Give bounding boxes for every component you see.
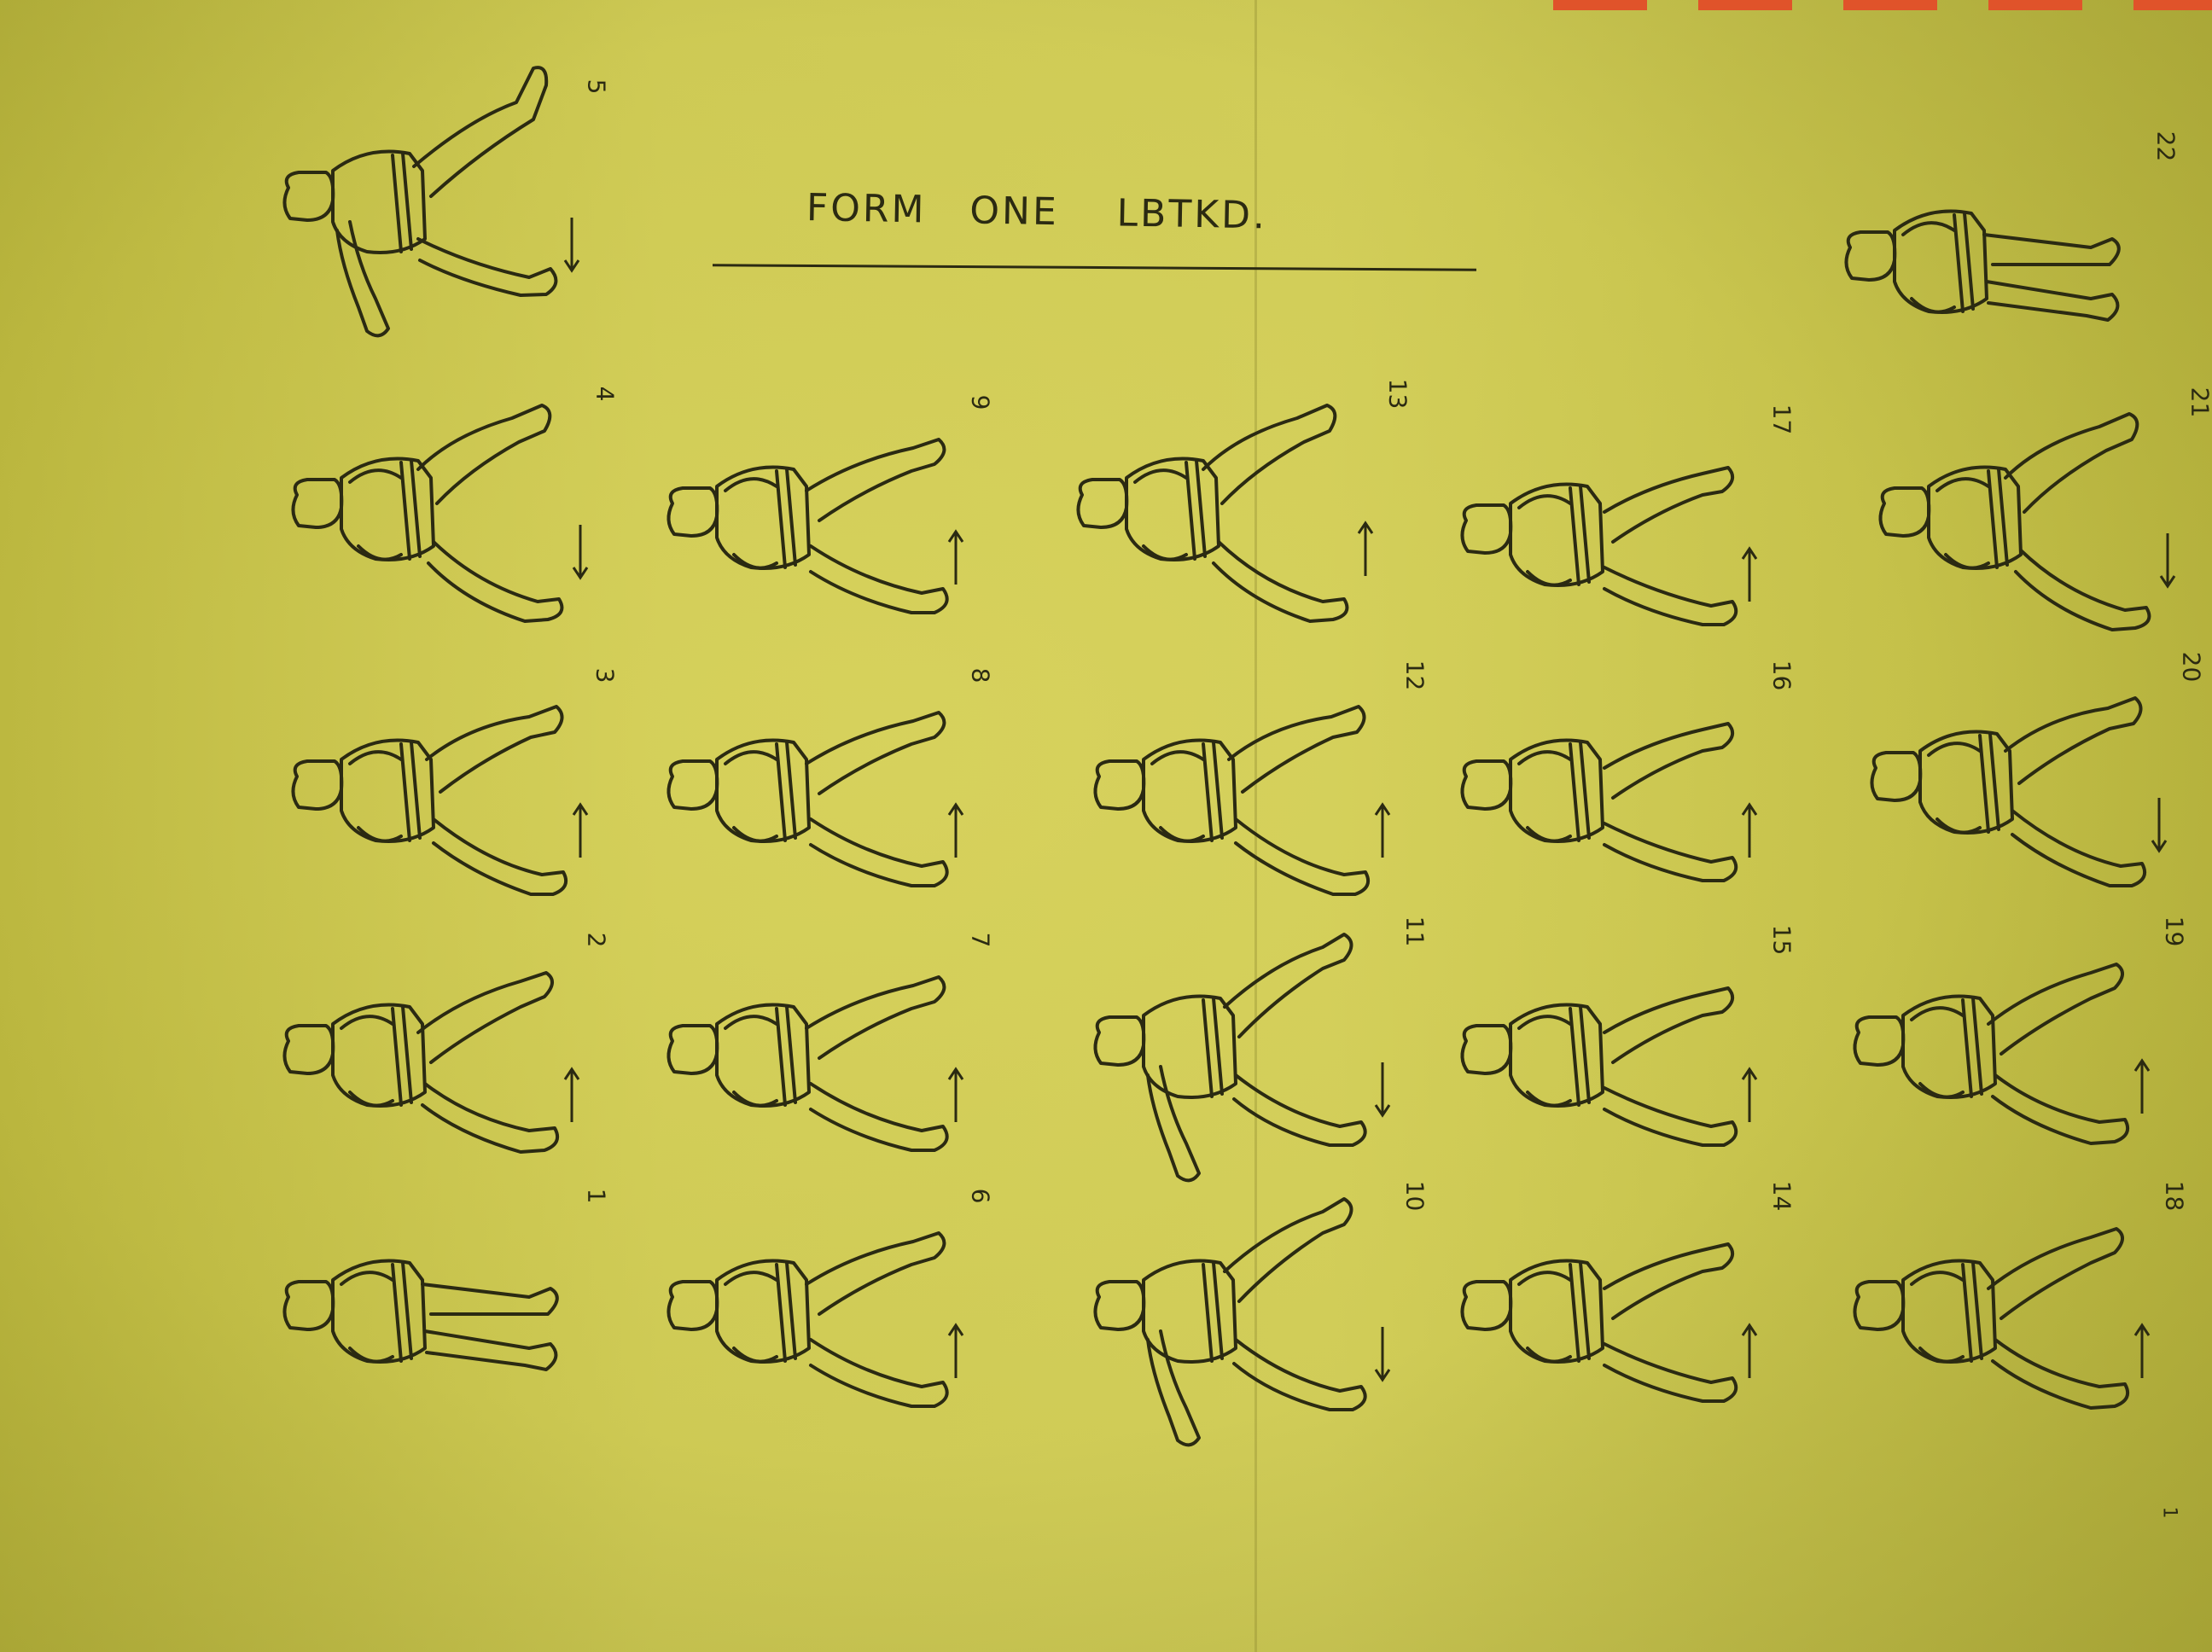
step-9-number: 9 (966, 394, 995, 410)
step-19-number: 19 (2160, 916, 2189, 947)
step-3-figure (282, 683, 589, 905)
step-5-direction-arrow-icon (555, 213, 589, 273)
step-22-number: 22 (2151, 131, 2180, 162)
step-7-direction-arrow-icon (939, 1067, 973, 1126)
step-21-figure (1869, 410, 2176, 631)
step-20-figure (1860, 674, 2168, 896)
step-18-direction-arrow-icon (2125, 1323, 2159, 1382)
step-22-figure (1835, 154, 2142, 375)
step-12-figure (1084, 683, 1391, 905)
step-4-number: 4 (591, 386, 620, 402)
step-13-figure (1067, 401, 1374, 623)
step-11-direction-arrow-icon (1365, 1058, 1400, 1118)
step-14-figure (1451, 1203, 1758, 1425)
step-16-figure (1451, 683, 1758, 905)
step-11-number: 11 (1400, 916, 1429, 947)
step-10-number: 10 (1400, 1180, 1429, 1212)
step-17-direction-arrow-icon (1732, 546, 1767, 606)
step-15-direction-arrow-icon (1732, 1067, 1767, 1126)
step-6-direction-arrow-icon (939, 1323, 973, 1382)
step-2-number: 2 (582, 932, 611, 948)
step-3-direction-arrow-icon (563, 802, 597, 862)
step-8-figure (657, 683, 964, 905)
step-20-number: 20 (2177, 651, 2206, 683)
step-15-figure (1451, 947, 1758, 1169)
step-3-number: 3 (591, 667, 620, 683)
page-number: 1 (2158, 1506, 2180, 1519)
step-4-direction-arrow-icon (563, 521, 597, 580)
step-10-direction-arrow-icon (1365, 1323, 1400, 1382)
orange-tape-4 (1988, 0, 2082, 10)
step-7-figure (657, 947, 964, 1169)
step-2-direction-arrow-icon (555, 1067, 589, 1126)
step-4-figure (282, 401, 589, 623)
step-15-number: 15 (1767, 924, 1796, 956)
step-13-number: 13 (1383, 378, 1412, 410)
step-17-number: 17 (1767, 404, 1796, 435)
step-18-figure (1843, 1203, 2151, 1425)
step-1-figure (273, 1203, 580, 1425)
orange-tape-2 (1698, 0, 1792, 10)
step-9-figure (657, 410, 964, 631)
step-16-number: 16 (1767, 660, 1796, 691)
step-19-direction-arrow-icon (2125, 1058, 2159, 1118)
orange-tape-1 (1553, 0, 1647, 10)
step-14-direction-arrow-icon (1732, 1323, 1767, 1382)
step-8-number: 8 (966, 667, 995, 683)
step-14-number: 14 (1767, 1180, 1796, 1212)
orange-tape-5 (2133, 0, 2212, 10)
orange-tape-3 (1843, 0, 1937, 10)
step-20-direction-arrow-icon (2142, 794, 2176, 853)
step-8-direction-arrow-icon (939, 802, 973, 862)
step-10-figure (1084, 1197, 1391, 1447)
step-21-direction-arrow-icon (2151, 529, 2185, 589)
paper-fold-crease (1254, 0, 1257, 1652)
step-5-figure (273, 66, 580, 338)
step-6-figure (657, 1203, 964, 1425)
step-2-figure (273, 947, 580, 1169)
page-title: FORM ONE LBTKD. (806, 186, 1268, 238)
step-21-number: 21 (2186, 387, 2212, 418)
step-19-figure (1843, 939, 2151, 1160)
step-5-number: 5 (582, 79, 611, 95)
step-17-figure (1451, 427, 1758, 649)
step-11-figure (1084, 933, 1391, 1183)
step-13-direction-arrow-icon (1348, 521, 1382, 580)
step-16-direction-arrow-icon (1732, 802, 1767, 862)
step-6-number: 6 (966, 1188, 995, 1204)
step-12-direction-arrow-icon (1365, 802, 1400, 862)
step-7-number: 7 (966, 932, 995, 948)
step-9-direction-arrow-icon (939, 529, 973, 589)
step-18-number: 18 (2160, 1180, 2189, 1212)
step-12-number: 12 (1400, 660, 1429, 691)
step-1-number: 1 (582, 1188, 611, 1204)
